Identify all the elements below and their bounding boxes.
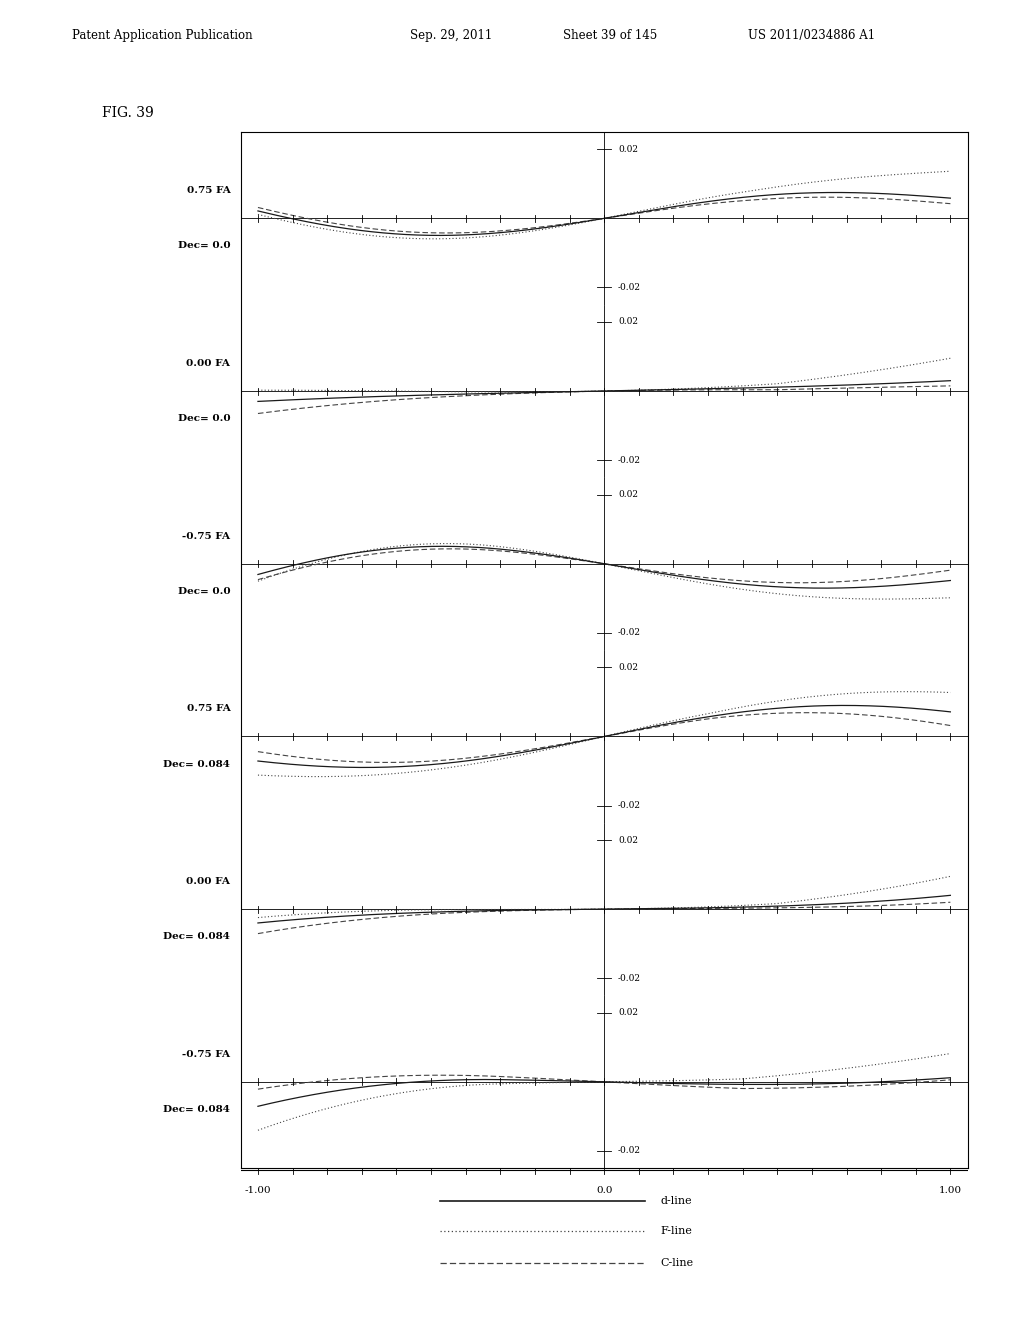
Text: -0.02: -0.02 (618, 455, 641, 465)
Text: Dec= 0.084: Dec= 0.084 (164, 932, 230, 941)
Text: d-line: d-line (660, 1196, 692, 1206)
Text: Dec= 0.0: Dec= 0.0 (177, 414, 230, 424)
Text: F-line: F-line (660, 1226, 692, 1236)
Text: FIG. 39: FIG. 39 (102, 106, 155, 120)
Text: -0.02: -0.02 (618, 1147, 641, 1155)
Text: -0.02: -0.02 (618, 282, 641, 292)
Text: -0.02: -0.02 (618, 801, 641, 810)
Text: Dec= 0.084: Dec= 0.084 (164, 759, 230, 768)
Text: -0.75 FA: -0.75 FA (182, 1049, 230, 1059)
Text: 0.02: 0.02 (618, 836, 638, 845)
Text: Dec= 0.0: Dec= 0.0 (177, 242, 230, 251)
Text: 0.02: 0.02 (618, 663, 638, 672)
Text: -0.02: -0.02 (618, 628, 641, 638)
Text: C-line: C-line (660, 1258, 693, 1267)
Text: 0.02: 0.02 (618, 318, 638, 326)
Text: -1.00: -1.00 (245, 1185, 271, 1195)
Text: -0.75 FA: -0.75 FA (182, 532, 230, 541)
Text: 1.00: 1.00 (939, 1185, 962, 1195)
Text: 0.02: 0.02 (618, 490, 638, 499)
Text: 0.75 FA: 0.75 FA (186, 705, 230, 713)
Text: -0.02: -0.02 (618, 974, 641, 982)
Text: US 2011/0234886 A1: US 2011/0234886 A1 (748, 29, 874, 42)
Text: Dec= 0.0: Dec= 0.0 (177, 587, 230, 595)
Text: Dec= 0.084: Dec= 0.084 (164, 1105, 230, 1114)
Text: 0.02: 0.02 (618, 145, 638, 153)
Text: Sheet 39 of 145: Sheet 39 of 145 (563, 29, 657, 42)
Text: Patent Application Publication: Patent Application Publication (72, 29, 252, 42)
Text: Sep. 29, 2011: Sep. 29, 2011 (410, 29, 492, 42)
Text: 0.00 FA: 0.00 FA (186, 876, 230, 886)
Text: 0.0: 0.0 (596, 1185, 612, 1195)
Text: 0.02: 0.02 (618, 1008, 638, 1018)
Text: 0.75 FA: 0.75 FA (186, 186, 230, 195)
Text: 0.00 FA: 0.00 FA (186, 359, 230, 368)
